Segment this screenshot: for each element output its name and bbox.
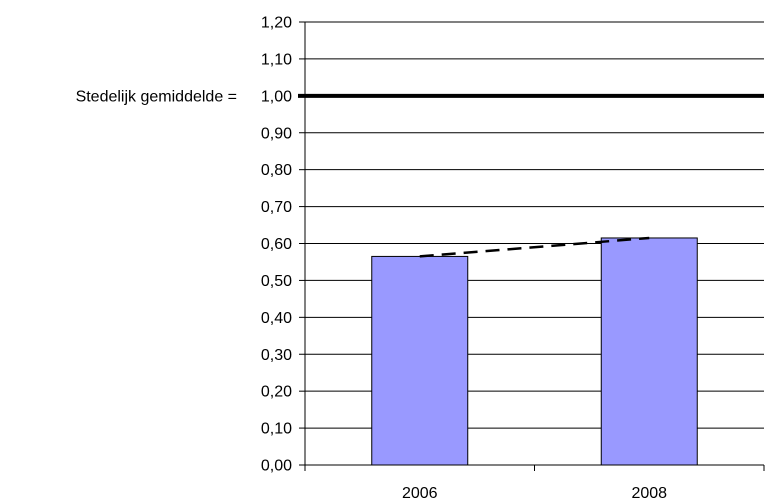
y-tick-label: 1,10 (261, 51, 292, 68)
y-tick-label: 0,40 (261, 310, 292, 327)
reference-line-label: Stedelijk gemiddelde = (76, 88, 237, 105)
y-tick-label: 0,60 (261, 236, 292, 253)
y-tick-label: 0,20 (261, 384, 292, 401)
x-category-label: 2006 (402, 485, 438, 502)
y-tick-label: 0,30 (261, 347, 292, 364)
bar-2008 (600, 237, 698, 466)
y-tick-label: 0,70 (261, 199, 292, 216)
bar-2006 (371, 255, 469, 466)
y-tick-label: 1,00 (261, 88, 292, 105)
y-tick-labels: 0,00 0,10 0,20 0,30 0,40 0,50 0,60 0,70 0,80 0,90… (261, 15, 305, 475)
y-tick-label: 0,00 (261, 458, 292, 475)
x-category-labels: 2006 2008 (402, 485, 667, 502)
axes (304, 22, 765, 471)
y-tick-label: 0,90 (261, 125, 292, 142)
y-tick-label: 0,50 (261, 273, 292, 290)
y-tick-label: 0,80 (261, 162, 292, 179)
y-tick-label: 0,10 (261, 421, 292, 438)
reference-line-group: Stedelijk gemiddelde = (76, 88, 764, 105)
y-tick-label: 1,20 (261, 15, 292, 32)
x-category-label: 2008 (631, 485, 667, 502)
bars (371, 237, 698, 466)
trendline-dashed (419, 236, 650, 258)
trendline (419, 236, 650, 258)
